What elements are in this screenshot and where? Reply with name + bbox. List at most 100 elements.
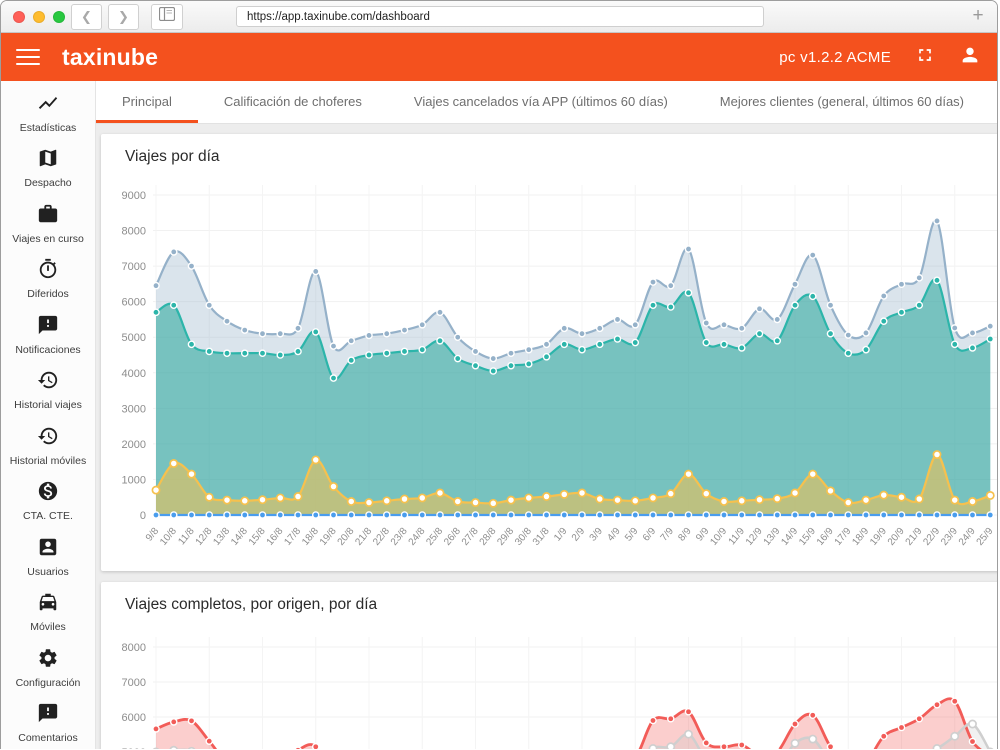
svg-text:26/8: 26/8: [442, 526, 463, 548]
browser-chrome: ❮ ❯ https://app.taxinube.com/dashboard +: [1, 1, 997, 33]
sidebar-item-label: CTA. CTE.: [23, 510, 73, 523]
svg-text:31/8: 31/8: [531, 526, 552, 548]
svg-text:19/9: 19/9: [868, 526, 889, 548]
user-icon: [959, 44, 981, 71]
svg-text:1/9: 1/9: [552, 526, 570, 544]
sidebar-item-historial-viajes[interactable]: Historial viajes: [1, 363, 95, 419]
sidebar-item-usuarios[interactable]: Usuarios: [1, 529, 95, 585]
svg-text:28/8: 28/8: [478, 526, 499, 548]
sidebar-item-label: Historial móviles: [9, 454, 87, 467]
tab-bar: Principal Calificación de choferes Viajes …: [96, 81, 997, 124]
svg-text:23/9: 23/9: [939, 526, 960, 548]
svg-text:2000: 2000: [122, 439, 146, 451]
sidebar-item-label: Viajes en curso: [12, 232, 84, 245]
svg-text:0: 0: [140, 510, 146, 522]
sidebar-item-cta-cte[interactable]: CTA. CTE.: [1, 474, 95, 530]
close-window-button[interactable]: [13, 10, 25, 23]
svg-text:8/9: 8/9: [676, 526, 694, 544]
svg-text:5000: 5000: [122, 747, 146, 749]
svg-text:22/9: 22/9: [921, 526, 942, 548]
sidebar-item-despacho[interactable]: Despacho: [1, 141, 95, 197]
svg-text:13/8: 13/8: [211, 526, 232, 548]
viajes-completos-chart: 80007000600050009/810/811/812/813/814/81…: [122, 637, 997, 749]
history-icon: [37, 369, 59, 396]
svg-text:29/8: 29/8: [495, 526, 516, 548]
sidebar-item-viajes-en-curso[interactable]: Viajes en curso: [1, 196, 95, 252]
forward-icon: ❯: [118, 8, 129, 24]
svg-text:12/9: 12/9: [744, 526, 765, 548]
svg-text:25/8: 25/8: [424, 526, 445, 548]
svg-text:16/9: 16/9: [815, 526, 836, 548]
taxi-icon: [37, 591, 59, 618]
fullscreen-icon: [915, 45, 935, 70]
svg-text:10/8: 10/8: [158, 526, 179, 548]
svg-text:9000: 9000: [122, 190, 146, 202]
svg-text:10/9: 10/9: [708, 526, 729, 548]
monetization-icon: [37, 480, 59, 507]
menu-button[interactable]: [16, 48, 40, 66]
svg-text:4000: 4000: [122, 368, 146, 380]
svg-text:3000: 3000: [122, 403, 146, 415]
sidebar-item-moviles[interactable]: Móviles: [1, 585, 95, 641]
chart-title: Viajes completos, por origen, por día: [125, 596, 378, 613]
tab-cancelados[interactable]: Viajes cancelados vía APP (últimos 60 dí…: [413, 94, 668, 109]
sidebar-item-label: Usuarios: [27, 565, 69, 578]
svg-text:20/9: 20/9: [886, 526, 907, 548]
svg-text:20/8: 20/8: [336, 526, 357, 548]
card-viajes-completos: Viajes completos, por origen, por día 80…: [101, 582, 997, 749]
tab-mejores-clientes[interactable]: Mejores clientes (general, últimos 60 dí…: [719, 94, 965, 109]
feedback-icon: [37, 314, 59, 341]
tab-principal[interactable]: Principal: [96, 81, 198, 123]
svg-text:16/8: 16/8: [265, 526, 286, 548]
sidebar-item-configuracion[interactable]: Configuración: [1, 640, 95, 696]
svg-text:24/9: 24/9: [957, 526, 978, 548]
svg-text:7000: 7000: [122, 261, 146, 273]
new-tab-button[interactable]: +: [967, 5, 989, 27]
sidebar-item-diferidos[interactable]: Diferidos: [1, 252, 95, 308]
account-box-icon: [37, 536, 59, 563]
svg-text:8000: 8000: [122, 642, 146, 654]
back-button[interactable]: ❮: [71, 3, 102, 30]
maximize-window-button[interactable]: [53, 10, 65, 23]
forward-button[interactable]: ❯: [108, 3, 139, 30]
url-bar[interactable]: https://app.taxinube.com/dashboard: [236, 6, 764, 27]
svg-text:21/9: 21/9: [904, 526, 925, 548]
show-chart-icon: [37, 92, 59, 119]
user-menu-button[interactable]: [959, 44, 981, 71]
svg-text:7000: 7000: [122, 677, 146, 689]
sidebar-item-estadisticas[interactable]: Estadísticas: [1, 85, 95, 141]
svg-text:4/9: 4/9: [605, 526, 623, 544]
sidebar-toggle-button[interactable]: [151, 3, 183, 30]
sidebar-item-label: Historial viajes: [14, 399, 82, 412]
svg-text:7/9: 7/9: [659, 526, 677, 544]
sidebar: Estadísticas Despacho Viajes en curso Difer…: [1, 81, 96, 749]
sidebar-item-label: Notificaciones: [15, 343, 81, 356]
svg-text:14/9: 14/9: [779, 526, 800, 548]
viajes-por-dia-chart: 90008000700060005000400030002000100009/8…: [122, 185, 997, 548]
fullscreen-button[interactable]: [915, 45, 935, 70]
app-logo: taxinube: [62, 43, 159, 70]
svg-text:19/8: 19/8: [318, 526, 339, 548]
main-area: Estadísticas Despacho Viajes en curso Difer…: [1, 81, 997, 749]
version-label: pc v1.2.2 ACME: [779, 48, 891, 66]
header-right: pc v1.2.2 ACME: [779, 44, 981, 71]
svg-text:17/8: 17/8: [282, 526, 303, 548]
sidebar-item-notificaciones[interactable]: Notificaciones: [1, 307, 95, 363]
sidebar-item-historial-moviles[interactable]: Historial móviles: [1, 418, 95, 474]
svg-text:3/9: 3/9: [588, 526, 606, 544]
window-controls: [13, 10, 65, 23]
minimize-window-button[interactable]: [33, 10, 45, 23]
svg-text:23/8: 23/8: [389, 526, 410, 548]
svg-text:15/9: 15/9: [797, 526, 818, 548]
svg-text:14/8: 14/8: [229, 526, 250, 548]
svg-text:27/8: 27/8: [460, 526, 481, 548]
feedback-icon: [37, 702, 59, 729]
sidebar-toggle-icon: [158, 6, 176, 26]
svg-text:1000: 1000: [122, 474, 146, 486]
svg-text:6000: 6000: [122, 712, 146, 724]
svg-text:5000: 5000: [122, 332, 146, 344]
sidebar-item-label: Estadísticas: [19, 121, 77, 134]
sidebar-item-comentarios[interactable]: Comentarios: [1, 696, 95, 750]
tab-calificacion[interactable]: Calificación de choferes: [223, 94, 362, 109]
